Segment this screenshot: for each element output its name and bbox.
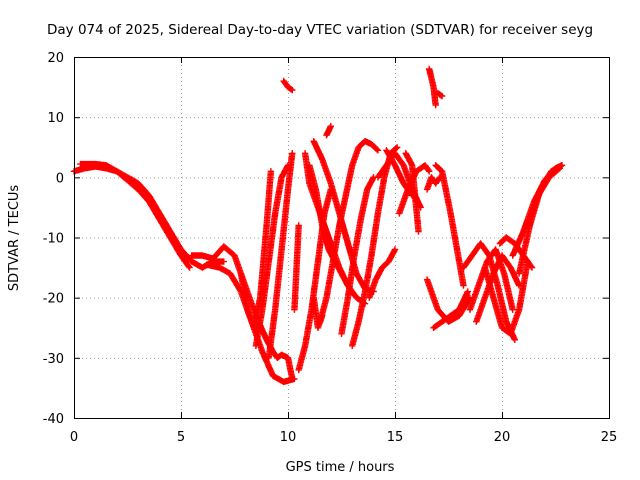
plus-markers: [524, 165, 563, 229]
plus-markers: [77, 160, 193, 271]
plus-markers: [265, 150, 296, 361]
plus-markers: [295, 186, 334, 374]
y-tick-label: -10: [43, 232, 64, 247]
y-tick-label: -20: [43, 292, 64, 307]
series-arc26: [434, 89, 446, 100]
x-tick-label: 5: [177, 430, 185, 445]
plus-markers: [366, 246, 399, 301]
plus-markers: [434, 89, 446, 100]
series-arc02: [77, 160, 193, 271]
series-arc16: [323, 123, 334, 139]
series-arc10: [295, 186, 334, 374]
plus-markers: [291, 222, 302, 313]
plus-markers: [430, 288, 471, 331]
x-tick-label: 10: [280, 430, 297, 445]
series-arc17: [338, 174, 377, 337]
plus-markers: [252, 162, 292, 349]
plus-markers: [323, 123, 334, 139]
data-points: [70, 65, 566, 386]
plus-markers: [280, 77, 296, 94]
series-arc24: [423, 174, 444, 193]
series-arc36: [515, 162, 566, 277]
axis-ticks: 0 5 10 15 20 25 -40 -30 -20 -10 0 10 20: [43, 51, 618, 445]
series-arc23: [402, 150, 422, 235]
chart-title: Day 074 of 2025, Sidereal Day-to-day VTE…: [47, 22, 593, 38]
series-arc15: [316, 138, 382, 325]
x-axis-label: GPS time / hours: [286, 460, 395, 475]
series-arc25: [426, 65, 439, 109]
series-arc08: [280, 77, 296, 94]
x-tick-label: 15: [387, 430, 404, 445]
series-arc05: [237, 168, 275, 331]
plus-markers: [402, 150, 422, 235]
plus-markers: [338, 174, 377, 337]
x-tick-label: 0: [70, 430, 78, 445]
series-arc33: [481, 258, 531, 337]
y-tick-label: -40: [43, 412, 64, 427]
y-tick-label: 20: [47, 51, 64, 66]
series-arc19: [366, 246, 399, 301]
plus-markers: [432, 162, 467, 289]
plus-markers: [515, 162, 566, 277]
series-arc09: [291, 222, 302, 313]
plot-frame: [74, 57, 610, 419]
y-axis-label: SDTVAR / TECUs: [7, 185, 22, 292]
y-tick-label: -30: [43, 352, 64, 367]
plus-markers: [423, 174, 444, 193]
y-tick-label: 0: [56, 171, 64, 186]
y-tick-label: 10: [47, 111, 64, 126]
series-arc06: [252, 162, 292, 349]
series-arc07: [265, 150, 296, 361]
plus-markers: [426, 65, 439, 109]
plus-markers: [237, 168, 275, 331]
plus-markers: [316, 138, 382, 325]
series-arc28: [430, 288, 471, 331]
series-arc29: [432, 162, 467, 289]
x-tick-label: 20: [494, 430, 511, 445]
plus-markers: [481, 258, 531, 337]
series-arc37: [524, 165, 563, 229]
x-tick-label: 25: [601, 430, 618, 445]
